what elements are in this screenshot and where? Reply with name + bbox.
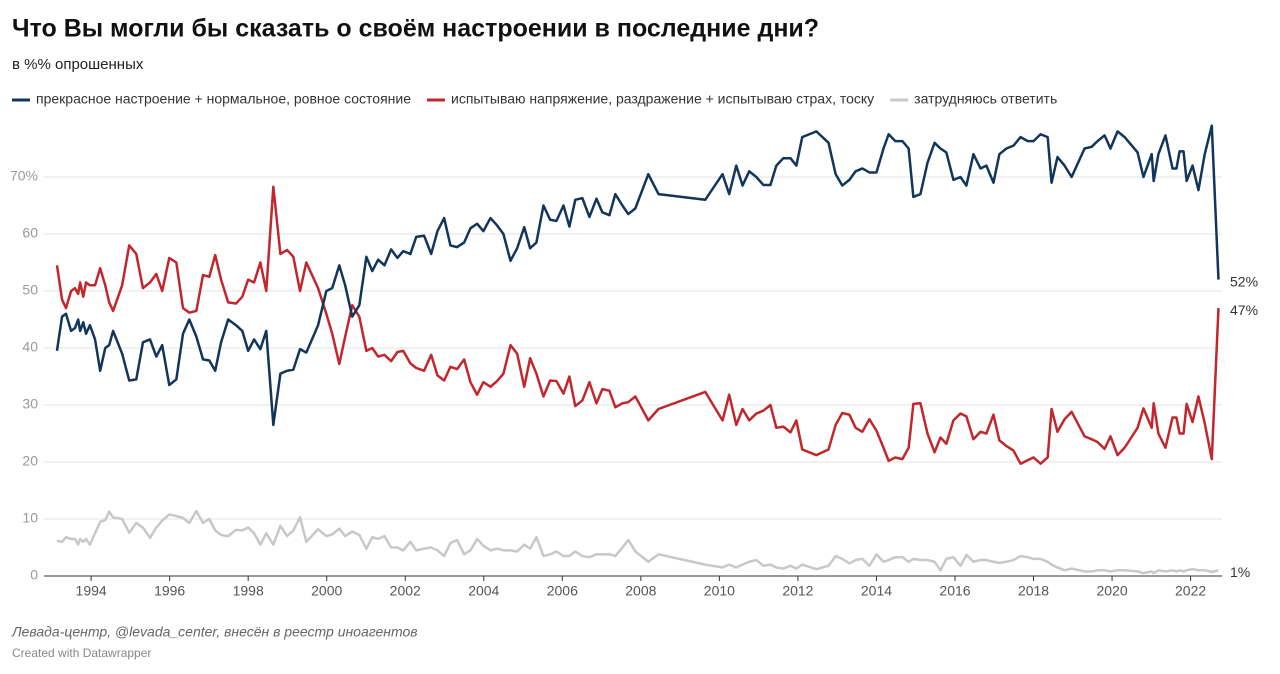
legend: прекрасное настроение + нормальное, ровн… bbox=[12, 91, 1057, 107]
x-tick-label: 2004 bbox=[468, 583, 499, 599]
x-tick-label: 2016 bbox=[939, 583, 970, 599]
y-tick-label: 10 bbox=[22, 510, 38, 526]
x-tick-label: 1994 bbox=[76, 583, 107, 599]
data-line bbox=[55, 124, 1220, 427]
x-tick-label: 2010 bbox=[704, 583, 735, 599]
x-tick-label: 2022 bbox=[1175, 583, 1206, 599]
source-note: Левада-центр, @levada_center, внесён в р… bbox=[11, 624, 418, 640]
legend-label: затрудняюсь ответить bbox=[914, 91, 1057, 107]
y-tick-label: 20 bbox=[22, 453, 38, 469]
credit: Created with Datawrapper bbox=[12, 646, 151, 660]
plot-area: 52% 47% 1% bbox=[55, 124, 1258, 580]
end-label: 47% bbox=[1230, 302, 1258, 318]
x-tick-label: 2000 bbox=[311, 583, 342, 599]
data-line bbox=[56, 509, 1219, 575]
end-label: 52% bbox=[1230, 273, 1258, 289]
x-tick-label: 2006 bbox=[547, 583, 578, 599]
legend-label: испытываю напряжение, раздражение + испы… bbox=[451, 91, 874, 107]
x-tick-label: 1996 bbox=[154, 583, 185, 599]
x-tick-label: 2008 bbox=[625, 583, 656, 599]
x-tick-label: 1998 bbox=[233, 583, 264, 599]
chart-title: Что Вы могли бы сказать о своём настроен… bbox=[12, 15, 819, 43]
y-tick-label: 50 bbox=[22, 282, 38, 298]
y-tick-label: 60 bbox=[22, 225, 38, 241]
y-tick-label: 30 bbox=[22, 396, 38, 412]
y-tick-label: 70% bbox=[10, 168, 38, 184]
y-tick-label: 40 bbox=[22, 339, 38, 355]
y-tick-label: 0 bbox=[30, 567, 38, 583]
end-label: 1% bbox=[1230, 564, 1250, 580]
chart-subtitle: в %% опрошенных bbox=[12, 56, 144, 73]
grid: 0 10 20 30 40 50 60 70% 1994 1996 1998 2000 2002 2004… bbox=[10, 168, 1222, 599]
x-tick-label: 2002 bbox=[390, 583, 421, 599]
data-line bbox=[55, 185, 1220, 465]
x-tick-label: 2012 bbox=[782, 583, 813, 599]
x-tick-label: 2020 bbox=[1096, 583, 1127, 599]
legend-label: прекрасное настроение + нормальное, ровн… bbox=[36, 91, 411, 107]
x-tick-label: 2018 bbox=[1018, 583, 1049, 599]
x-tick-label: 2014 bbox=[861, 583, 892, 599]
